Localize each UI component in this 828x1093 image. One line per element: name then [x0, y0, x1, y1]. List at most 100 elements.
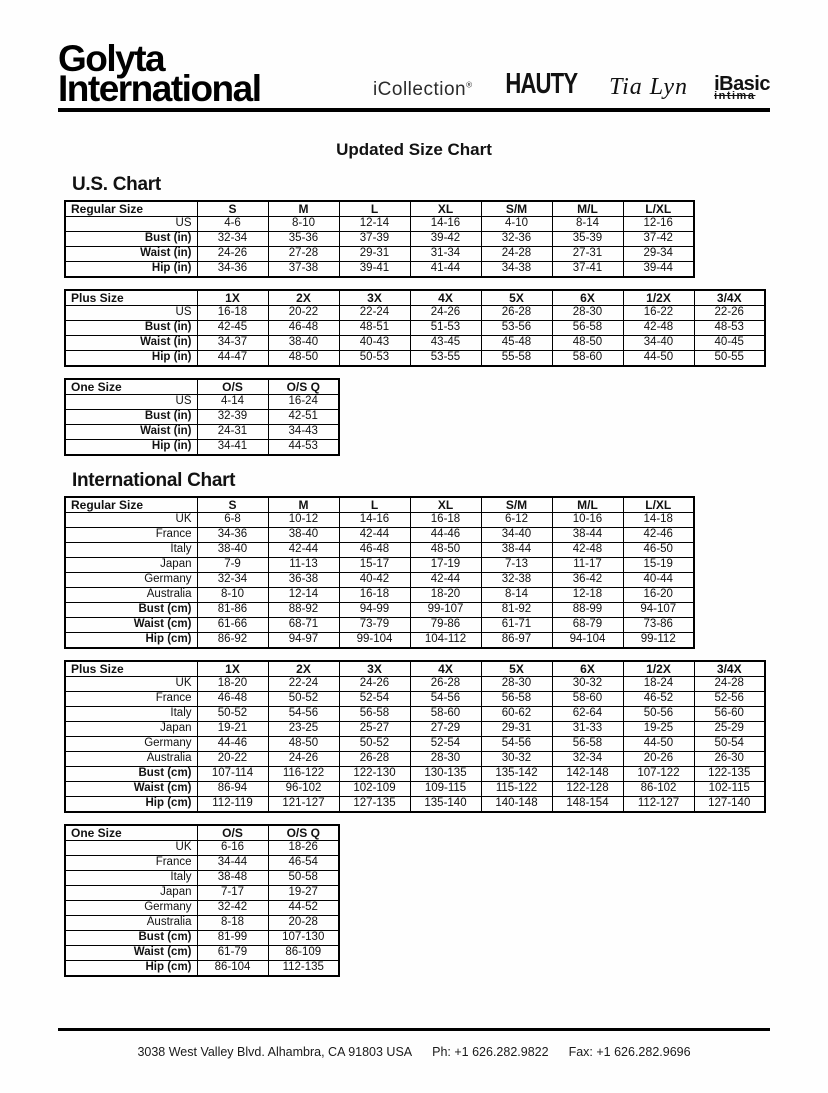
value-cell: 81-86: [196, 601, 269, 618]
value-cell: 86-104: [196, 959, 269, 977]
table-row: Bust (cm) 81-86 88-92 94-99 99-107 81-92 88-99…: [64, 601, 695, 618]
table-header-row: Plus Size 1X 2X 3X 4X 5X 6X 1/2X 3/4X: [64, 289, 766, 306]
international-chart-section: International Chart Regular Size S M L XL S/M…: [58, 470, 770, 977]
size-table: Regular Size S M L XL S/M M/L L/XL US 4-6 8-10 12-1…: [64, 199, 695, 278]
value-cell: 39-41: [338, 260, 411, 278]
value-cell: 32-38: [480, 571, 553, 588]
value-cell: 11-17: [551, 556, 624, 573]
value-cell: 24-28: [480, 245, 553, 262]
value-cell: 32-42: [196, 899, 269, 916]
value-cell: 34-43: [267, 423, 340, 440]
value-cell: 29-34: [622, 245, 695, 262]
column-header: L/XL: [622, 200, 695, 217]
value-cell: 44-52: [267, 899, 340, 916]
column-header: 4X: [409, 660, 482, 677]
size-table: Plus Size 1X 2X 3X 4X 5X 6X 1/2X 3/4X UK 18-20 22-2…: [64, 659, 766, 813]
us-regular-size-table: Regular Size S M L XL S/M M/L L/XL US 4-6 8-10 12-1…: [58, 199, 770, 278]
ibasic-logo-bottom: intima: [714, 89, 756, 102]
value-cell: 24-28: [693, 675, 766, 692]
value-cell: 73-86: [622, 616, 695, 633]
value-cell: 127-140: [693, 795, 766, 813]
tia-lyn-logo: Tia Lyn: [609, 73, 689, 100]
value-cell: 24-26: [267, 750, 340, 767]
value-cell: 34-44: [196, 854, 269, 871]
value-cell: 4-14: [196, 393, 269, 410]
value-cell: 27-31: [551, 245, 624, 262]
value-cell: 32-39: [196, 408, 269, 425]
value-cell: 42-48: [551, 541, 624, 558]
size-table: One Size O/S O/S Q UK 6-16 18-26 France 34-44 46…: [64, 823, 340, 977]
value-cell: 42-44: [409, 571, 482, 588]
value-cell: 29-31: [338, 245, 411, 262]
table-row: Bust (in) 32-34 35-36 37-39 39-42 32-36 35-39 3…: [64, 230, 695, 247]
value-cell: 48-53: [693, 319, 766, 336]
page-title: Updated Size Chart: [336, 139, 492, 159]
table-row: Hip (in) 44-47 48-50 50-53 53-55 55-58 58-60 44…: [64, 349, 766, 367]
value-cell: 6-8: [196, 511, 269, 528]
value-cell: 34-36: [196, 260, 269, 278]
value-cell: 24-31: [196, 423, 269, 440]
column-header: 5X: [480, 660, 553, 677]
header-rule: [58, 107, 770, 112]
size-table: Regular Size S M L XL S/M M/L L/XL UK 6-8 10-12 14-…: [64, 495, 695, 649]
table-header-row: Regular Size S M L XL S/M M/L L/XL: [64, 200, 695, 217]
value-cell: 40-45: [693, 334, 766, 351]
value-cell: 22-24: [267, 675, 340, 692]
value-cell: 56-58: [338, 705, 411, 722]
column-header: O/S: [196, 824, 269, 841]
column-header: S/M: [480, 200, 553, 217]
row-label: US: [64, 304, 198, 321]
value-cell: 26-30: [693, 750, 766, 767]
value-cell: 50-56: [622, 705, 695, 722]
logo-line-1: Golyta: [58, 38, 166, 79]
row-label: Bust (in): [64, 408, 198, 425]
table-row: Italy 50-52 54-56 56-58 58-60 60-62 62-64 50-56…: [64, 705, 766, 722]
value-cell: 55-58: [480, 349, 553, 367]
value-cell: 53-55: [409, 349, 482, 367]
value-cell: 15-17: [338, 556, 411, 573]
value-cell: 81-92: [480, 601, 553, 618]
table-row: Waist (cm) 61-66 68-71 73-79 79-86 61-71 68-79…: [64, 616, 695, 633]
value-cell: 19-25: [622, 720, 695, 737]
table-row: Hip (in) 34-41 44-53: [64, 438, 340, 456]
column-header: 3/4X: [693, 289, 766, 306]
value-cell: 42-44: [267, 541, 340, 558]
value-cell: 50-52: [338, 735, 411, 752]
value-cell: 121-127: [267, 795, 340, 813]
value-cell: 28-30: [409, 750, 482, 767]
value-cell: 34-41: [196, 438, 269, 456]
value-cell: 50-54: [693, 735, 766, 752]
row-label: Hip (cm): [64, 959, 198, 977]
value-cell: 42-51: [267, 408, 340, 425]
column-header: M: [267, 200, 340, 217]
table-row: Waist (cm) 86-94 96-102 102-109 109-115 115-1…: [64, 780, 766, 797]
table-row: France 46-48 50-52 52-54 54-56 56-58 58-60 46-5…: [64, 690, 766, 707]
us-one-size-table: One Size O/S O/S Q US 4-14 16-24 Bust (in) 32-3…: [58, 377, 770, 456]
value-cell: 32-34: [196, 230, 269, 247]
value-cell: 112-127: [622, 795, 695, 813]
value-cell: 48-50: [267, 735, 340, 752]
value-cell: 109-115: [409, 780, 482, 797]
international-one-size-table: One Size O/S O/S Q UK 6-16 18-26 France 34-44 46…: [58, 823, 770, 977]
table-row: US 16-18 20-22 22-24 24-26 26-28 28-30 16-22 22-…: [64, 304, 766, 321]
value-cell: 38-44: [551, 526, 624, 543]
value-cell: 94-107: [622, 601, 695, 618]
value-cell: 37-39: [338, 230, 411, 247]
row-label: Hip (cm): [64, 631, 198, 649]
value-cell: 96-102: [267, 780, 340, 797]
value-cell: 48-51: [338, 319, 411, 336]
row-label: Waist (in): [64, 423, 198, 440]
value-cell: 27-29: [409, 720, 482, 737]
us-chart-section: U.S. Chart Regular Size S M L XL S/M M/L L/XL US…: [58, 174, 770, 456]
value-cell: 102-115: [693, 780, 766, 797]
row-label: Italy: [64, 541, 198, 558]
value-cell: 102-109: [338, 780, 411, 797]
value-cell: 14-16: [409, 215, 482, 232]
value-cell: 4-6: [196, 215, 269, 232]
value-cell: 34-40: [622, 334, 695, 351]
table-row: France 34-36 38-40 42-44 44-46 34-40 38-44 42-4…: [64, 526, 695, 543]
value-cell: 116-122: [267, 765, 340, 782]
value-cell: 39-42: [409, 230, 482, 247]
value-cell: 16-24: [267, 393, 340, 410]
